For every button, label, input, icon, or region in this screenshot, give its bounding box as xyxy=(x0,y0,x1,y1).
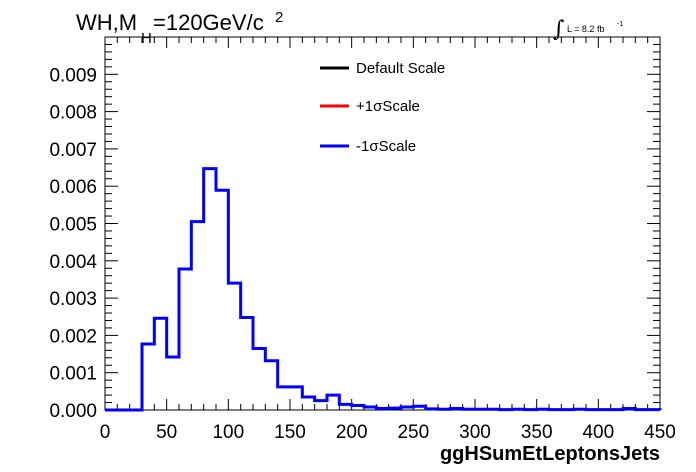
title-subscript: H xyxy=(141,30,152,47)
plot-frame xyxy=(104,36,661,411)
lumi-superscript: -1 xyxy=(617,21,623,28)
x-tick-label: 50 xyxy=(156,422,177,443)
lumi-text: L = 8.2 fb xyxy=(567,24,604,34)
x-tick-label: 250 xyxy=(397,422,429,443)
title-rest: =120GeV/c xyxy=(153,10,264,35)
legend-label-plus1sigma: +1σScale xyxy=(356,98,420,115)
y-tick-label: 0.000 xyxy=(49,401,97,422)
y-tick-label: 0.005 xyxy=(49,215,97,236)
integral-sign: ∫ xyxy=(553,17,565,42)
y-tick-label: 0.006 xyxy=(49,177,97,198)
x-tick-label: 450 xyxy=(644,422,676,443)
y-tick-label: 0.001 xyxy=(49,364,97,385)
title-superscript: 2 xyxy=(275,9,283,26)
legend: Default Scale +1σScale -1σScale xyxy=(320,60,445,155)
x-tick-label: 300 xyxy=(459,422,491,443)
legend-label-default: Default Scale xyxy=(356,60,445,77)
x-tick-label: 150 xyxy=(274,422,306,443)
axes: 0.000 0.001 0.002 0.003 0.004 0.005 0.006 0.007… xyxy=(49,36,676,443)
legend-label-minus1sigma: -1σScale xyxy=(356,138,416,155)
x-tick-label: 350 xyxy=(521,422,553,443)
x-tick-label: 0 xyxy=(100,422,111,443)
series-line-minus1sigma xyxy=(105,167,662,412)
y-tick-label: 0.008 xyxy=(49,103,97,124)
y-tick-label: 0.003 xyxy=(49,289,97,310)
x-axis-label: ggHSumEtLeptonsJets xyxy=(440,443,660,465)
title-main: WH,M xyxy=(76,10,137,35)
y-tick-label: 0.002 xyxy=(49,326,97,347)
x-tick-label: 100 xyxy=(212,422,244,443)
x-tick-label: 400 xyxy=(582,422,614,443)
x-tick-label: 200 xyxy=(336,422,368,443)
y-tick-label: 0.009 xyxy=(49,65,97,86)
y-tick-label: 0.004 xyxy=(49,252,97,273)
y-tick-label: 0.007 xyxy=(49,140,97,161)
